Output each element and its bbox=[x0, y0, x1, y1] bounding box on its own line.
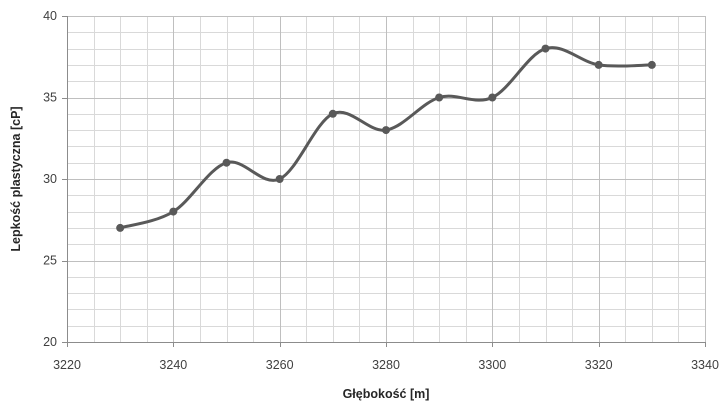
y-tick-label: 35 bbox=[43, 91, 57, 105]
y-tick-label: 30 bbox=[43, 172, 57, 186]
x-tick-label: 3340 bbox=[691, 358, 719, 372]
data-point bbox=[488, 93, 497, 102]
x-axis-title: Głębokość [m] bbox=[343, 387, 430, 401]
data-point bbox=[647, 60, 656, 69]
x-tick-label: 3260 bbox=[266, 358, 294, 372]
y-tick-label: 20 bbox=[43, 335, 57, 349]
x-tick-label: 3220 bbox=[53, 358, 81, 372]
major-gridlines bbox=[67, 16, 706, 342]
data-point bbox=[275, 175, 284, 183]
data-point bbox=[594, 60, 603, 69]
y-tick-label: 40 bbox=[43, 9, 57, 23]
x-tick-label: 3320 bbox=[585, 358, 613, 372]
x-axis-tick-labels: 3220 3240 3260 3280 3300 3320 3340 bbox=[53, 358, 719, 372]
y-tick-label: 25 bbox=[43, 254, 57, 268]
x-tick-label: 3240 bbox=[159, 358, 187, 372]
x-tick-label: 3300 bbox=[478, 358, 506, 372]
data-point bbox=[435, 93, 444, 102]
data-point bbox=[116, 223, 125, 232]
data-point bbox=[328, 109, 337, 118]
y-axis-title: Lepkość plastyczna [cP] bbox=[9, 106, 23, 251]
data-point bbox=[382, 126, 390, 135]
data-point bbox=[169, 207, 178, 216]
data-point bbox=[222, 158, 231, 167]
x-tick-label: 3280 bbox=[372, 358, 400, 372]
data-point bbox=[541, 44, 550, 53]
y-axis-tick-labels: 20 25 30 35 40 bbox=[43, 9, 57, 349]
axes bbox=[62, 16, 706, 347]
series-group bbox=[116, 44, 656, 232]
